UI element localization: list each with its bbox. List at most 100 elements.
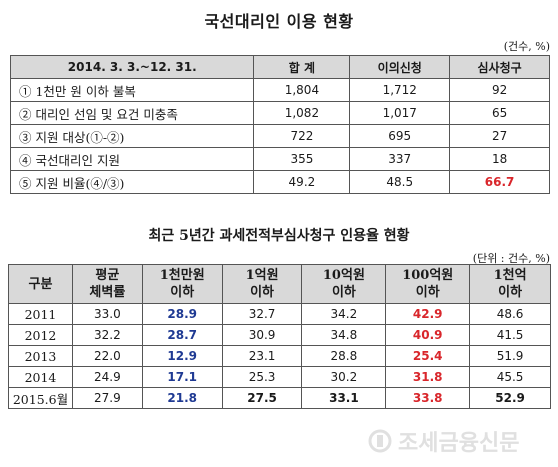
header-line: 100억원 bbox=[402, 268, 454, 283]
table-row: ① 1천만 원 이하 불복 1,804 1,712 92 bbox=[9, 78, 550, 102]
cell-objection: 1,712 bbox=[349, 78, 451, 102]
cell-total: 355 bbox=[253, 147, 351, 171]
value-cell: 25.3 bbox=[221, 366, 303, 388]
value-cell-red: 40.9 bbox=[385, 324, 471, 346]
header-line: 이하 bbox=[331, 285, 356, 300]
value-cell: 32.7 bbox=[221, 303, 303, 325]
header-line: 이하 bbox=[415, 285, 440, 300]
value-cell: 24.9 bbox=[71, 366, 143, 388]
header-line: 이하 bbox=[170, 285, 195, 300]
cell-total: 1,082 bbox=[253, 101, 351, 125]
value-cell: 27.9 bbox=[71, 387, 143, 409]
table-row: 2013 22.0 12.9 23.1 28.8 25.4 51.9 bbox=[8, 345, 551, 367]
table2-title: 최근 5년간 과세전적부심사청구 인용율 현황 bbox=[148, 228, 410, 244]
cell-review: 92 bbox=[449, 78, 550, 102]
table-row: ⑤ 지원 비율(④/③) 49.2 48.5 66.7 bbox=[9, 170, 550, 194]
period-header: 2014. 3. 3.~12. 31. bbox=[9, 55, 255, 79]
value-cell: 34.8 bbox=[301, 324, 387, 346]
header-line: 1천만원 bbox=[159, 268, 205, 283]
year-cell: 2011 bbox=[8, 303, 73, 325]
cell-objection: 48.5 bbox=[349, 170, 451, 194]
value-cell-blue: 21.8 bbox=[141, 387, 223, 409]
cell-objection: 695 bbox=[349, 124, 451, 148]
cell-objection: 337 bbox=[349, 147, 451, 171]
value-cell: 28.8 bbox=[301, 345, 387, 367]
cell-review: 18 bbox=[449, 147, 550, 171]
value-cell-blue: 28.7 bbox=[141, 324, 223, 346]
header-line: 10억원 bbox=[322, 268, 365, 283]
value-cell: 33.0 bbox=[71, 303, 143, 325]
row-label: ① 1천만 원 이하 불복 bbox=[9, 78, 255, 102]
value-cell: 23.1 bbox=[221, 345, 303, 367]
table-row: 2015.6월 27.9 21.8 27.5 33.1 33.8 52.9 bbox=[8, 387, 551, 409]
table-header-row: 2014. 3. 3.~12. 31. 합 계 이의신청 심사청구 bbox=[9, 55, 550, 79]
header-line: 이하 bbox=[250, 285, 275, 300]
value-cell: 52.9 bbox=[469, 387, 551, 409]
value-cell: 27.5 bbox=[221, 387, 303, 409]
value-cell: 30.9 bbox=[221, 324, 303, 346]
year-cell: 2015.6월 bbox=[8, 387, 73, 409]
cell-total: 49.2 bbox=[253, 170, 351, 194]
year-cell: 2012 bbox=[8, 324, 73, 346]
cell-total: 722 bbox=[253, 124, 351, 148]
total-header: 합 계 bbox=[253, 55, 351, 79]
cell-review-highlight: 66.7 bbox=[449, 170, 550, 194]
header-line: 체벽률 bbox=[89, 285, 126, 300]
table2-unit: (단위 : 건수, %) bbox=[472, 252, 550, 265]
row-label: ② 대리인 선임 및 요건 미충족 bbox=[9, 101, 255, 125]
value-cell-red: 25.4 bbox=[385, 345, 471, 367]
logo-icon bbox=[368, 429, 392, 453]
cell-review: 65 bbox=[449, 101, 550, 125]
row-label: ⑤ 지원 비율(④/③) bbox=[9, 170, 255, 194]
watermark-text: 조세금융신문 bbox=[398, 431, 520, 456]
header-line: 평균 bbox=[95, 268, 120, 283]
value-cell: 45.5 bbox=[469, 366, 551, 388]
year-cell: 2014 bbox=[8, 366, 73, 388]
public-counsel-table: 2014. 3. 3.~12. 31. 합 계 이의신청 심사청구 ① 1천만 … bbox=[9, 55, 550, 194]
table-row: ③ 지원 대상(①-②) 722 695 27 bbox=[9, 124, 550, 148]
cell-total: 1,804 bbox=[253, 78, 351, 102]
table-row: 2014 24.9 17.1 25.3 30.2 31.8 45.5 bbox=[8, 366, 551, 388]
value-cell: 22.0 bbox=[71, 345, 143, 367]
value-cell: 51.9 bbox=[469, 345, 551, 367]
value-cell-blue: 17.1 bbox=[141, 366, 223, 388]
row-label: ③ 지원 대상(①-②) bbox=[9, 124, 255, 148]
table1-title: 국선대리인 이용 현황 bbox=[204, 12, 354, 31]
table1-unit: (건수, %) bbox=[503, 40, 550, 53]
value-cell-red: 33.8 bbox=[385, 387, 471, 409]
value-cell-red: 42.9 bbox=[385, 303, 471, 325]
value-cell-blue: 12.9 bbox=[141, 345, 223, 367]
category-header: 구분 bbox=[8, 264, 73, 304]
value-cell: 32.2 bbox=[71, 324, 143, 346]
row-label: ④ 국선대리인 지원 bbox=[9, 147, 255, 171]
value-cell-blue: 28.9 bbox=[141, 303, 223, 325]
value-cell: 48.6 bbox=[469, 303, 551, 325]
value-cell: 33.1 bbox=[301, 387, 387, 409]
cell-objection: 1,017 bbox=[349, 101, 451, 125]
value-cell: 30.2 bbox=[301, 366, 387, 388]
table-row: ② 대리인 선임 및 요건 미충족 1,082 1,017 65 bbox=[9, 101, 550, 125]
header-line: 구분 bbox=[28, 276, 53, 292]
table-row: ④ 국선대리인 지원 355 337 18 bbox=[9, 147, 550, 171]
header-line: 1천억 bbox=[493, 268, 527, 283]
header-line: 이하 bbox=[498, 285, 523, 300]
header-line: 1억원 bbox=[245, 268, 279, 283]
review-header: 심사청구 bbox=[449, 55, 550, 79]
value-cell-red: 31.8 bbox=[385, 366, 471, 388]
watermark: 조세금융신문 bbox=[368, 425, 554, 457]
value-cell: 34.2 bbox=[301, 303, 387, 325]
cell-review: 27 bbox=[449, 124, 550, 148]
value-cell: 41.5 bbox=[469, 324, 551, 346]
objection-header: 이의신청 bbox=[349, 55, 451, 79]
table-row: 2012 32.2 28.7 30.9 34.8 40.9 41.5 bbox=[8, 324, 551, 346]
year-cell: 2013 bbox=[8, 345, 73, 367]
table-row: 2011 33.0 28.9 32.7 34.2 42.9 48.6 bbox=[8, 303, 551, 325]
